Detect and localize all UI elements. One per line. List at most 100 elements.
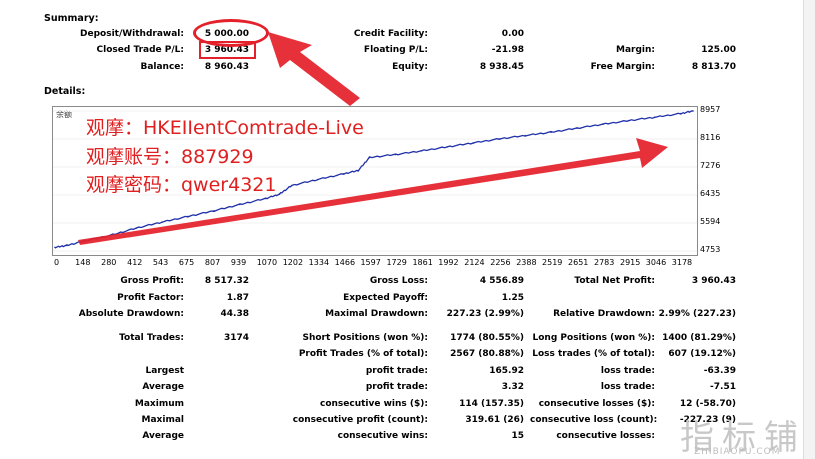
y-tick-label: 8116 (700, 133, 721, 142)
free-margin-label: Free Margin: (590, 62, 655, 72)
profit-trades-value: 2567 (80.88%) (450, 349, 524, 359)
closed-pl-value: 3 960.43 (204, 45, 249, 55)
balance-point (66, 244, 68, 247)
balance-point (602, 123, 604, 126)
consecutive-loss-value: -227.23 (9) (679, 415, 736, 425)
deposit-highlight-circle (193, 19, 269, 47)
maximal-drawdown-value: 227.23 (2.99%) (446, 309, 524, 319)
details-title: Details: (44, 86, 86, 97)
credit-label: Credit Facility: (353, 29, 428, 39)
balance-point (213, 210, 215, 212)
overlay-line-3: 观摩密码：qwer4321 (86, 174, 277, 196)
short-positions-value: 1774 (80.55%) (450, 333, 524, 343)
total-net-profit-value: 3 960.43 (691, 276, 736, 286)
gross-loss-label: Gross Loss: (369, 276, 428, 286)
total-trades-label: Total Trades: (119, 333, 184, 343)
balance-point (550, 131, 552, 134)
avg-consecutive-losses-label: consecutive losses: (556, 431, 655, 441)
deposit-label: Deposit/Withdrawal: (80, 29, 184, 39)
consecutive-profit-label: consecutive profit (count): (292, 415, 428, 425)
total-trades-value: 3174 (223, 333, 249, 343)
summary-title: Summary: (44, 13, 99, 24)
loss-trades-label: Loss trades (% of total): (532, 349, 655, 359)
y-tick-label: 4753 (700, 245, 721, 254)
gross-profit-value: 8 517.32 (204, 276, 249, 286)
average-profit-value: 3.32 (501, 382, 524, 392)
avg-consecutive-wins-label: consecutive wins: (337, 431, 428, 441)
balance-point (54, 246, 56, 249)
consecutive-profit-value: 319.61 (26) (465, 415, 524, 425)
x-tick-label: 1992 (438, 258, 459, 267)
x-tick-label: 2519 (542, 258, 563, 267)
floating-value: -21.98 (491, 45, 524, 55)
balance-point (679, 112, 682, 115)
x-tick-label: 807 (204, 258, 221, 267)
balance-point (420, 150, 423, 152)
balance-chart: 余额 (52, 106, 698, 256)
avg-consecutive-wins-value: 15 (511, 431, 524, 441)
x-tick-label: 1729 (386, 258, 407, 267)
balance-point (187, 215, 189, 218)
total-net-profit-label: Total Net Profit: (574, 276, 655, 286)
maximal-label: Maximal (141, 415, 184, 425)
balance-point (278, 193, 281, 195)
window-right-border (803, 0, 815, 459)
consecutive-loss-label: consecutive loss (count): (530, 415, 658, 425)
average-profit-label: profit trade: (365, 382, 428, 392)
consecutive-losses-value: 12 (-58.70) (679, 399, 736, 409)
balance-point (498, 138, 501, 140)
x-tick-label: 2388 (516, 258, 537, 267)
maximum-label: Maximum (134, 399, 184, 409)
x-tick-label: 939 (230, 258, 247, 267)
floating-label: Floating P/L: (363, 45, 428, 55)
largest-loss-label: loss trade: (600, 366, 655, 376)
balance-point (692, 110, 694, 112)
arrow-along-chart (78, 138, 668, 245)
x-tick-label: 2256 (490, 258, 511, 267)
balance-value: 8 960.43 (204, 62, 249, 72)
expected-payoff-value: 1.25 (501, 293, 524, 303)
gross-profit-label: Gross Profit: (120, 276, 184, 286)
consecutive-wins-value: 114 (157.35) (459, 399, 524, 409)
relative-drawdown-value: 2.99% (227.23) (658, 309, 736, 319)
profit-factor-value: 1.87 (226, 293, 249, 303)
closed-pl-label: Closed Trade P/L: (96, 45, 184, 55)
x-tick-label: 543 (152, 258, 169, 267)
balance-point (161, 221, 163, 223)
x-tick-label: 1597 (360, 258, 381, 267)
x-tick-label: 1202 (282, 258, 304, 267)
balance-point (653, 116, 656, 119)
balance-point (135, 227, 137, 229)
balance-point (472, 142, 475, 144)
gross-loss-value: 4 556.89 (479, 276, 524, 286)
profit-trades-label: Profit Trades (% of total): (298, 349, 428, 359)
arrow-to-deposit (268, 32, 360, 106)
x-tick-label: 148 (75, 258, 91, 267)
x-tick-label: 2651 (568, 258, 589, 267)
average-consecutive-label: Average (142, 431, 184, 441)
watermark-logo: 指标铺 (680, 418, 806, 458)
overlay-line-1: 观摩：HKEIIentComtrade-Live (86, 117, 364, 139)
y-tick-label: 6435 (700, 188, 721, 198)
long-positions-value: 1400 (81.29%) (662, 333, 736, 343)
profit-factor-label: Profit Factor: (117, 293, 184, 303)
largest-label: Largest (145, 366, 184, 376)
long-positions-label: Long Positions (won %): (532, 333, 655, 343)
y-tick-label: 8957 (700, 105, 721, 114)
x-tick-label: 2915 (620, 258, 641, 267)
relative-drawdown-label: Relative Drawdown: (553, 309, 655, 319)
x-tick-label: 280 (101, 258, 117, 267)
balance-point (524, 134, 527, 137)
average-label: Average (142, 382, 184, 392)
margin-value: 125.00 (701, 45, 736, 55)
free-margin-value: 8 813.70 (691, 62, 736, 72)
balance-point (357, 169, 360, 172)
loss-trades-value: 607 (19.12%) (668, 349, 736, 359)
closed-pl-highlight-box (199, 41, 256, 59)
absolute-drawdown-label: Absolute Drawdown: (78, 309, 184, 319)
balance-point (394, 153, 397, 156)
balance-point (239, 203, 241, 206)
balance-point (368, 156, 371, 159)
x-tick-label: 2124 (464, 258, 485, 267)
